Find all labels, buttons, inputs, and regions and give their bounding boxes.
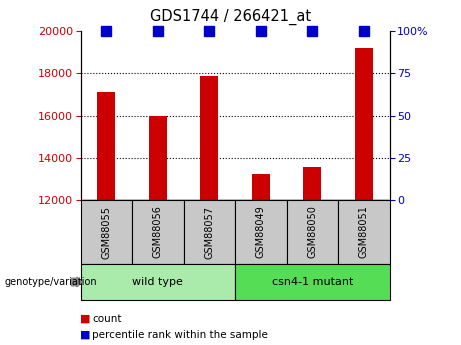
Text: csn4-1 mutant: csn4-1 mutant: [272, 277, 353, 287]
Text: ■: ■: [80, 314, 90, 324]
Bar: [97, 92, 115, 200]
Text: GSM88050: GSM88050: [307, 206, 317, 258]
Text: GSM88051: GSM88051: [359, 206, 369, 258]
Text: percentile rank within the sample: percentile rank within the sample: [92, 330, 268, 339]
Text: wild type: wild type: [132, 277, 183, 287]
Text: GDS1744 / 266421_at: GDS1744 / 266421_at: [150, 9, 311, 25]
Text: ■: ■: [80, 330, 90, 339]
Text: GSM88057: GSM88057: [204, 206, 214, 258]
Bar: [355, 48, 373, 200]
Text: count: count: [92, 314, 122, 324]
Text: GSM88049: GSM88049: [256, 206, 266, 258]
Text: GSM88055: GSM88055: [101, 206, 112, 258]
Bar: [303, 167, 321, 200]
Bar: [201, 77, 219, 200]
Bar: [149, 116, 167, 200]
Text: genotype/variation: genotype/variation: [5, 277, 97, 287]
Text: GSM88056: GSM88056: [153, 206, 163, 258]
Bar: [252, 174, 270, 200]
